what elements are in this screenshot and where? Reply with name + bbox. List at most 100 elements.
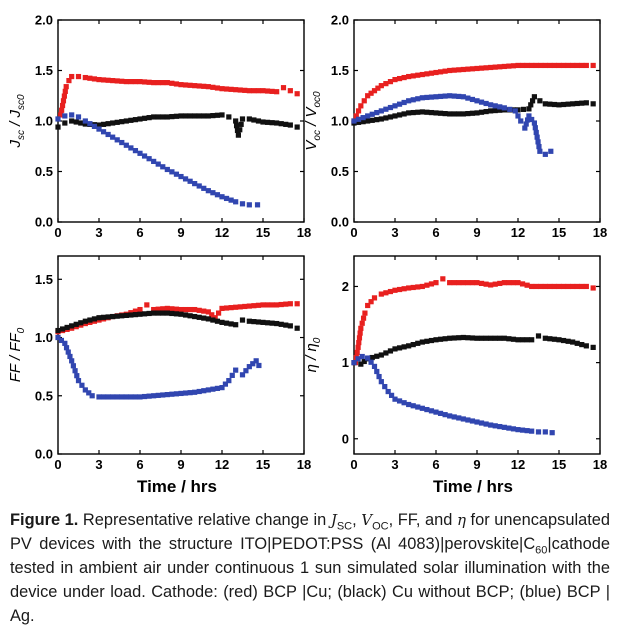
data-point bbox=[96, 315, 102, 321]
data-point bbox=[415, 284, 421, 290]
data-point bbox=[401, 400, 407, 406]
series-black bbox=[55, 310, 300, 334]
data-point bbox=[510, 63, 517, 69]
data-point bbox=[151, 158, 157, 164]
data-point bbox=[375, 85, 381, 91]
data-point bbox=[528, 102, 534, 108]
data-point bbox=[531, 94, 537, 100]
data-point bbox=[542, 335, 548, 341]
data-point bbox=[123, 79, 129, 85]
data-point bbox=[529, 428, 535, 434]
data-point bbox=[359, 320, 365, 326]
data-point bbox=[396, 345, 403, 351]
data-point bbox=[365, 93, 371, 99]
data-point bbox=[178, 173, 184, 180]
data-point bbox=[488, 335, 494, 341]
data-point bbox=[123, 312, 129, 318]
data-point bbox=[151, 310, 157, 316]
data-point bbox=[210, 386, 216, 392]
data-point bbox=[61, 93, 67, 99]
data-point bbox=[460, 66, 466, 73]
data-point bbox=[246, 318, 252, 324]
data-point bbox=[474, 280, 480, 286]
data-point bbox=[590, 344, 596, 350]
data-point bbox=[442, 93, 448, 99]
data-point bbox=[283, 322, 289, 328]
data-point bbox=[365, 302, 371, 309]
x-tick-label: 15 bbox=[256, 225, 270, 240]
data-point bbox=[123, 142, 129, 148]
data-point bbox=[187, 306, 193, 313]
data-point bbox=[160, 310, 166, 316]
data-point bbox=[246, 116, 252, 122]
data-point bbox=[260, 319, 266, 325]
data-point bbox=[196, 113, 202, 119]
data-point bbox=[178, 311, 184, 317]
data-point bbox=[274, 320, 280, 327]
data-point bbox=[269, 320, 275, 326]
data-point bbox=[82, 121, 88, 127]
data-point bbox=[201, 315, 207, 321]
data-point bbox=[535, 139, 541, 145]
data-point bbox=[242, 303, 248, 310]
data-point bbox=[428, 70, 435, 76]
data-point bbox=[119, 394, 125, 400]
data-point bbox=[128, 394, 134, 400]
data-point bbox=[269, 302, 275, 308]
data-point bbox=[137, 311, 143, 317]
x-tick-label: 0 bbox=[350, 457, 357, 472]
data-point bbox=[155, 114, 161, 120]
data-point bbox=[501, 335, 507, 341]
y-tick-label: 1.5 bbox=[331, 63, 349, 78]
data-point bbox=[169, 80, 175, 86]
data-point bbox=[137, 79, 143, 85]
data-point bbox=[510, 336, 517, 342]
data-point bbox=[419, 95, 425, 101]
data-point bbox=[72, 368, 78, 374]
data-point bbox=[387, 114, 394, 120]
data-point bbox=[260, 119, 266, 125]
data-point bbox=[428, 109, 435, 116]
data-point bbox=[583, 100, 589, 106]
x-tick-label: 15 bbox=[552, 457, 566, 472]
data-point bbox=[524, 62, 530, 69]
caption-text: |cathode tested in ambient air under con… bbox=[10, 535, 610, 625]
data-point bbox=[565, 283, 571, 290]
data-point bbox=[519, 62, 526, 69]
y-axis-label: Jsc / Jsc0 bbox=[7, 94, 27, 149]
data-point bbox=[294, 124, 300, 130]
data-point bbox=[392, 287, 398, 293]
data-point bbox=[515, 280, 521, 286]
data-point bbox=[410, 284, 416, 291]
data-point bbox=[128, 312, 134, 318]
data-point bbox=[506, 63, 512, 69]
x-tick-label: 12 bbox=[511, 225, 525, 240]
data-point bbox=[201, 113, 207, 119]
data-point bbox=[214, 385, 221, 391]
data-point bbox=[451, 93, 457, 99]
data-point bbox=[369, 354, 375, 361]
data-point bbox=[442, 110, 448, 117]
data-point bbox=[151, 80, 157, 86]
data-point bbox=[91, 76, 98, 82]
data-point bbox=[501, 63, 507, 70]
data-point bbox=[358, 325, 364, 331]
data-point bbox=[451, 335, 457, 341]
data-point bbox=[556, 102, 562, 108]
data-point bbox=[132, 117, 139, 123]
data-point bbox=[442, 412, 448, 418]
data-point bbox=[60, 98, 67, 104]
data-point bbox=[465, 110, 471, 117]
data-point bbox=[565, 338, 571, 344]
data-point bbox=[255, 118, 262, 124]
data-point bbox=[424, 338, 430, 344]
data-point bbox=[529, 116, 535, 123]
data-point bbox=[146, 310, 152, 317]
data-point bbox=[524, 117, 531, 123]
data-point bbox=[579, 100, 585, 106]
data-point bbox=[160, 80, 166, 86]
data-point bbox=[469, 96, 476, 103]
data-point bbox=[483, 335, 489, 341]
data-point bbox=[287, 88, 293, 94]
